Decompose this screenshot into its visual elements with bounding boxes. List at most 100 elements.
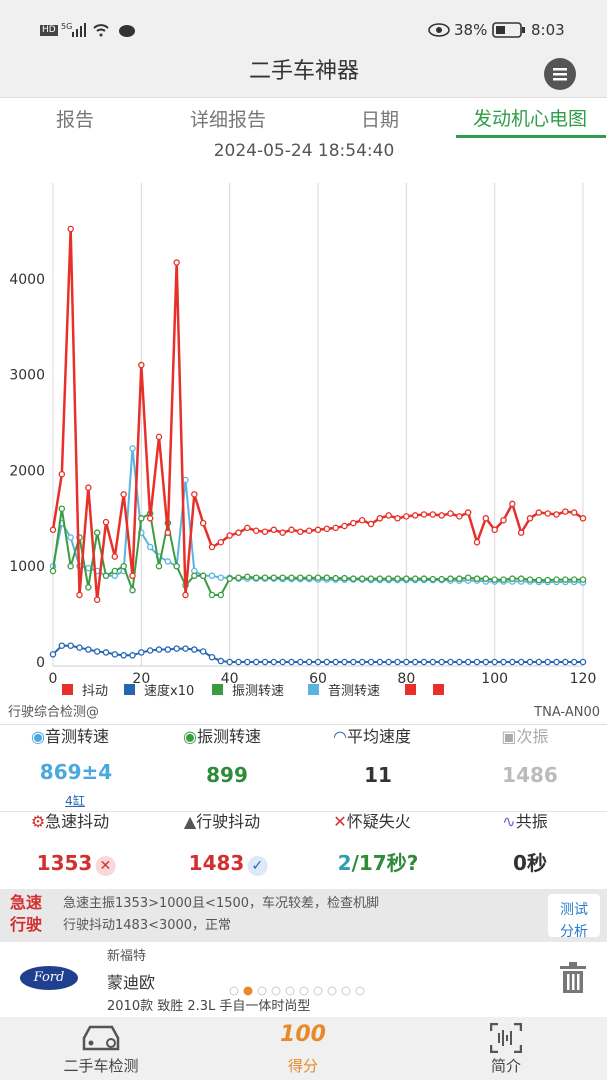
data-point (85, 646, 92, 653)
stat-label-text: 急速抖动 (45, 812, 110, 831)
header: 二手车神器 (0, 50, 607, 98)
data-point (173, 562, 180, 570)
data-point (438, 575, 445, 583)
data-point (279, 529, 286, 536)
data-point (376, 658, 384, 666)
data-point (58, 642, 66, 649)
data-point (491, 526, 498, 534)
data-point (332, 574, 339, 582)
tab[interactable]: 报告 (55, 109, 95, 131)
stat-label: ▲行驶抖动 (183, 812, 261, 831)
legend-label: 抖动 (82, 684, 108, 699)
data-point (288, 526, 295, 534)
data-point (261, 658, 269, 666)
x-tick-label: 100 (481, 671, 508, 687)
diagnosis-label: 行驶 (10, 915, 43, 934)
data-point (270, 658, 278, 666)
data-point (49, 651, 57, 658)
nav-score-icon[interactable]: 100 (280, 1022, 326, 1047)
data-point (323, 574, 331, 581)
stat-value-text: /17秒? (351, 851, 419, 875)
data-point (473, 538, 481, 546)
data-point (553, 576, 560, 583)
nav-label[interactable]: 二手车检测 (63, 1057, 139, 1075)
data-point (464, 658, 472, 666)
nav-label[interactable]: 简介 (490, 1057, 522, 1075)
data-point (570, 509, 578, 516)
x-tick-label: 40 (221, 671, 239, 687)
data-point (244, 524, 251, 532)
data-point (376, 575, 384, 582)
data-point (182, 645, 189, 652)
data-point (297, 658, 304, 666)
diagnosis-label: 急速 (10, 893, 43, 912)
data-point (155, 646, 163, 653)
stat-label-text: 平均速度 (346, 727, 411, 746)
data-point (535, 658, 543, 666)
data-point (385, 512, 392, 519)
data-point (376, 515, 384, 522)
data-point (562, 508, 569, 515)
data-point (411, 658, 419, 666)
stat-value: 0秒 (513, 851, 547, 875)
data-point (394, 515, 401, 522)
data-point (129, 652, 136, 659)
datetime: 2024-05-24 18:54:40 (213, 141, 395, 161)
stat-label: ◉音测转速 (31, 727, 109, 746)
car-brand: 新福特 (107, 949, 147, 964)
status-bar: HD 5G 38% 8:03 (0, 0, 607, 50)
data-point (535, 509, 543, 516)
nav-icon-intro[interactable] (490, 1023, 522, 1053)
data-point (85, 584, 92, 591)
data-point (67, 534, 74, 541)
data-point (138, 361, 145, 369)
data-point (447, 510, 454, 517)
data-point (305, 574, 313, 581)
data-point (199, 572, 207, 580)
data-point (120, 562, 127, 570)
menu-button[interactable] (544, 58, 576, 90)
data-point (155, 433, 163, 441)
nav-label-active[interactable]: 得分 (287, 1057, 319, 1075)
data-point (226, 575, 233, 582)
data-point (146, 647, 154, 654)
data-point (367, 520, 375, 528)
cylinder-link[interactable]: 4缸 (65, 794, 85, 808)
stat-value: 899 (206, 763, 248, 787)
nav-icon-car[interactable] (80, 1022, 122, 1054)
data-point (358, 516, 366, 524)
pager-dots (229, 986, 365, 996)
stat-label-text: 次振 (516, 727, 549, 746)
data-point (270, 574, 278, 581)
data-point (58, 505, 66, 512)
button-text: 分析 (560, 924, 588, 940)
data-point (67, 642, 74, 649)
logo-text: Ford (33, 970, 65, 985)
data-point (217, 538, 225, 546)
x-tick-label: 60 (309, 671, 327, 687)
data-point (464, 509, 472, 516)
car-detail: 2010款 致胜 2.3L 手自一体时尚型 (107, 999, 311, 1014)
tab[interactable]: 日期 (360, 109, 400, 131)
data-point (85, 484, 92, 491)
tab-active[interactable]: 发动机心电图 (472, 108, 588, 130)
legend-swatch (62, 684, 73, 695)
analyze-button[interactable]: 测试 分析 (548, 894, 600, 940)
data-point (208, 653, 216, 661)
data-point (261, 528, 269, 535)
data-point (102, 649, 110, 656)
data-point (403, 658, 410, 666)
data-point (456, 513, 463, 520)
data-point (67, 562, 74, 570)
stat-value-text: 2 (337, 851, 352, 875)
data-point (579, 515, 587, 522)
data-point (217, 574, 225, 581)
data-point (297, 574, 304, 581)
data-point (270, 526, 278, 534)
tab[interactable]: 详细报告 (189, 109, 267, 131)
stat-value: 11 (364, 763, 392, 787)
delete-button[interactable] (558, 962, 588, 994)
data-point (191, 491, 198, 498)
data-point (447, 658, 454, 666)
data-point (305, 658, 313, 666)
